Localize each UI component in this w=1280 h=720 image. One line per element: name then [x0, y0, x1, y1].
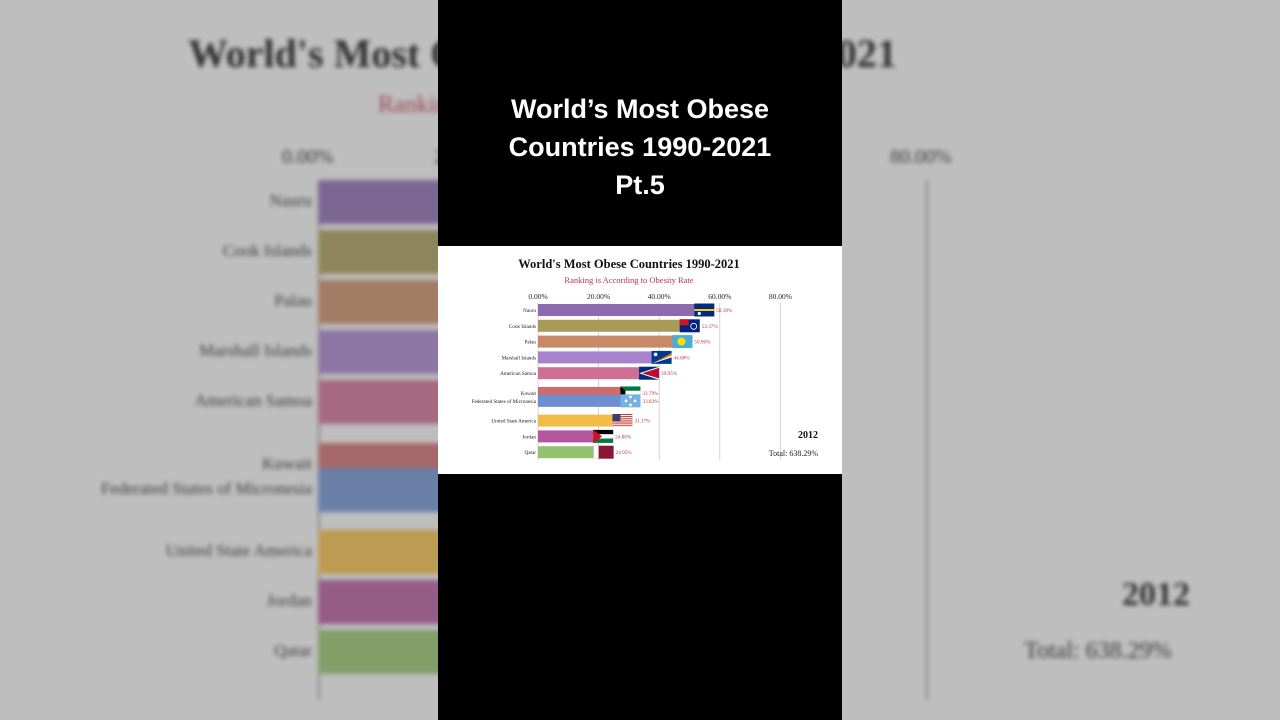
bg-category-label: Qatar — [274, 641, 312, 660]
x-tick-label: 80.00% — [769, 292, 792, 301]
bar — [538, 394, 641, 407]
value-label: 39.95% — [661, 371, 678, 377]
value-label: 33.83% — [643, 399, 660, 405]
bg-category-label: Palau — [274, 291, 312, 310]
value-label: 44.08% — [674, 355, 691, 361]
qatar-flag-icon — [593, 445, 614, 459]
bg-category-label: Jordan — [266, 591, 312, 610]
category-label: Qatar — [524, 450, 536, 456]
bg-gridline — [926, 180, 928, 700]
category-label: Marshall Islands — [502, 355, 536, 361]
micronesia-flag-icon — [620, 394, 641, 408]
value-label: 50.96% — [694, 340, 711, 346]
category-label: Kuwait — [521, 391, 537, 397]
total-label: Total: 638.29% — [769, 449, 819, 458]
bar — [538, 304, 715, 316]
category-label: Federated States of Micronesia — [472, 398, 537, 405]
bg-tick-label: 0.00% — [282, 146, 334, 168]
value-label: 24.80% — [615, 434, 632, 440]
bg-category-label: Cook Islands — [222, 241, 312, 260]
jordan-flag-icon — [593, 429, 614, 443]
year-label: 2012 — [798, 430, 818, 441]
bar — [538, 367, 660, 380]
x-tick-label: 0.00% — [528, 292, 547, 301]
bg-category-label: Nauru — [269, 191, 312, 210]
bar — [538, 414, 633, 427]
value-label: 58.18% — [716, 308, 733, 314]
value-label: 31.17% — [634, 419, 651, 425]
chart-title: World's Most Obese Countries 1990-2021 — [518, 257, 740, 271]
bg-category-label: United State America — [165, 541, 312, 560]
bar — [538, 319, 700, 332]
video-overlay-title: World’s Most Obese Countries 1990-2021 P… — [508, 94, 772, 200]
bg-category-label: American Samoa — [194, 391, 312, 410]
value-label: 33.79% — [642, 391, 659, 397]
category-label: Nauru — [523, 308, 536, 314]
bar-chart: World's Most Obese Countries 1990-2021 Ra… — [472, 257, 819, 460]
video-panel: World’s Most Obese Countries 1990-2021 P… — [438, 0, 842, 720]
cook-islands-flag-icon — [679, 319, 700, 333]
category-label: Cook Islands — [509, 324, 536, 330]
category-label: United State America — [491, 419, 536, 425]
category-label: Palau — [524, 340, 536, 346]
x-tick-label: 60.00% — [708, 292, 731, 301]
bar — [538, 351, 672, 364]
bg-category-label: Federated States of Micronesia — [100, 478, 312, 498]
category-label: Jordan — [522, 434, 536, 440]
x-tick-label: 20.00% — [587, 292, 610, 301]
marshall-islands-flag-icon — [651, 350, 672, 364]
nauru-flag-icon — [694, 303, 715, 317]
chart-card: World's Most Obese Countries 1990-2021 Ra… — [438, 246, 842, 474]
bg-total-label: Total: 638.29% — [1024, 638, 1172, 664]
bg-tick-label: 80.00% — [890, 146, 952, 168]
bg-year-label: 2012 — [1122, 576, 1190, 613]
bar — [538, 335, 693, 348]
palau-flag-icon — [672, 335, 693, 349]
chart-subtitle: Ranking is According to Obesity Rate — [564, 275, 693, 285]
category-label: American Samoa — [500, 371, 537, 377]
american-samoa-flag-icon — [639, 366, 660, 380]
bg-category-label: Kuwait — [261, 453, 312, 473]
bg-category-label: Marshall Islands — [199, 341, 312, 360]
bg-gridline — [318, 180, 320, 700]
value-label: 53.37% — [702, 324, 719, 330]
value-label: 24.95% — [616, 450, 633, 456]
usa-flag-icon — [612, 414, 633, 428]
x-tick-label: 40.00% — [648, 292, 671, 301]
